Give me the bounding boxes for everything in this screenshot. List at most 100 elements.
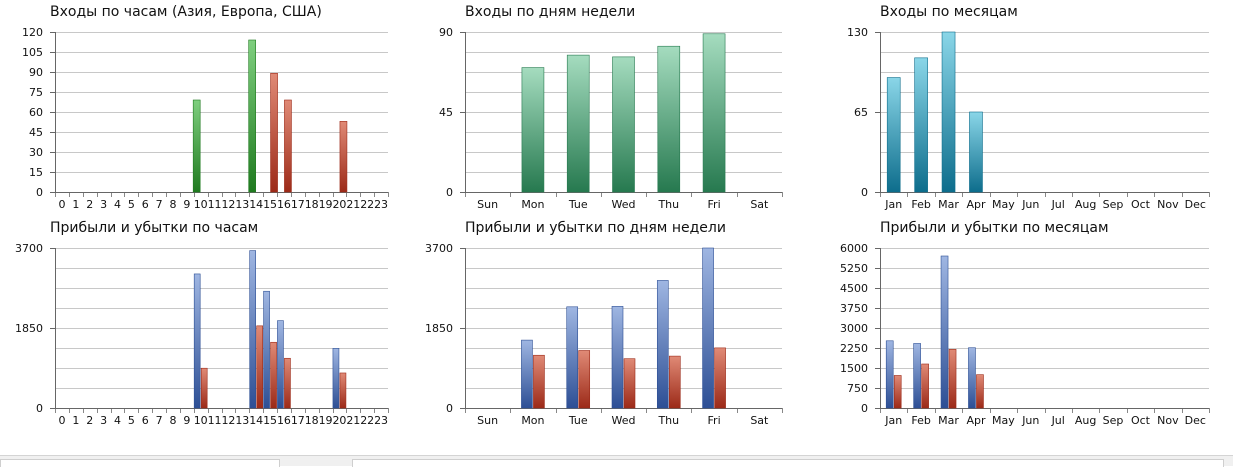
y-tick-label: 3700 [425, 242, 453, 255]
bar [714, 347, 726, 409]
x-tick-label: 1 [72, 198, 79, 211]
bar [948, 349, 957, 409]
x-tick-label: 16 [277, 198, 291, 211]
x-tick-label: 22 [360, 198, 374, 211]
bar [656, 280, 669, 409]
bar [566, 54, 590, 193]
x-tick-label: Jul [1051, 414, 1065, 427]
x-tick-label: Dec [1185, 198, 1206, 211]
chart-title: Прибыли и убытки по месяцам [880, 220, 1109, 236]
y-tick-label: 3000 [840, 322, 868, 335]
x-tick-label: Thu [657, 414, 679, 427]
x-tick-label: 0 [58, 198, 65, 211]
bar [270, 73, 278, 193]
x-tick-label: Jan [884, 198, 902, 211]
bar [612, 56, 635, 193]
bar [578, 350, 591, 409]
x-tick-label: Sun [477, 414, 498, 427]
bar [893, 375, 902, 409]
x-tick-label: 16 [277, 414, 291, 427]
y-tick-label: 90 [29, 66, 43, 79]
y-tick-label: 0 [446, 186, 453, 199]
x-tick-label: Oct [1131, 414, 1151, 427]
x-tick-label: 18 [305, 414, 319, 427]
x-tick-label: 1 [72, 414, 79, 427]
x-tick-label: Aug [1075, 198, 1096, 211]
x-tick-label: 11 [208, 198, 222, 211]
x-tick-label: 13 [235, 198, 249, 211]
x-tick-label: 23 [374, 198, 388, 211]
x-tick-label: Oct [1131, 198, 1151, 211]
bar [263, 290, 270, 409]
x-tick-label: Sat [750, 414, 769, 427]
x-tick-label: Sep [1103, 414, 1124, 427]
bar [968, 347, 976, 409]
y-tick-label: 0 [36, 402, 43, 415]
x-tick-label: 9 [183, 198, 190, 211]
x-tick-label: Jun [1021, 414, 1039, 427]
x-tick-label: 14 [249, 414, 263, 427]
x-tick-label: 7 [156, 198, 163, 211]
y-tick-label: 3750 [840, 302, 868, 315]
bar [921, 363, 929, 409]
x-tick-label: 21 [346, 198, 360, 211]
x-tick-label: 13 [235, 414, 249, 427]
bar [339, 121, 348, 193]
chart-title: Прибыли и убытки по часам [50, 220, 259, 236]
x-tick-label: Wed [612, 198, 636, 211]
x-tick-label: 10 [194, 414, 208, 427]
bar [976, 374, 984, 409]
bar [332, 348, 340, 409]
chart-plot: 0 1850 3700 Sun Mon Tue Wed Thu Fri Sat [425, 242, 783, 427]
bottom-tab-left[interactable] [0, 459, 280, 467]
chart-title: Входы по часам (Азия, Европа, США) [50, 4, 322, 20]
x-tick-label: 23 [374, 414, 388, 427]
bar [566, 306, 579, 409]
chart-title: Входы по месяцам [880, 4, 1018, 20]
x-tick-label: 0 [58, 414, 65, 427]
bar [611, 306, 624, 409]
x-tick-label: 17 [291, 198, 305, 211]
x-tick-label: 20 [332, 198, 346, 211]
bar [256, 325, 263, 409]
chart-plot: 0 65 130 Jan Feb Mar Apr May Jun Jul Aug Sep Oct Nov D… [847, 26, 1210, 211]
y-tick-label: 6000 [840, 242, 868, 255]
bar [969, 111, 983, 193]
x-tick-label: 5 [128, 198, 135, 211]
bar [702, 247, 714, 409]
bar [940, 255, 949, 409]
x-tick-label: 5 [128, 414, 135, 427]
x-tick-label: 6 [142, 198, 149, 211]
x-tick-label: Sep [1103, 198, 1124, 211]
x-tick-label: Feb [911, 198, 930, 211]
bar [533, 354, 545, 409]
x-tick-label: Fri [708, 414, 721, 427]
chart-panel-weekday-entries: Входы по дням недели 0 45 90 Sun Mon Tue Wed Th… [410, 4, 830, 214]
x-tick-label: Tue [568, 198, 588, 211]
x-tick-label: Mar [938, 414, 959, 427]
x-tick-label: 12 [221, 414, 235, 427]
y-tick-label: 0 [446, 402, 453, 415]
x-tick-label: 19 [319, 414, 333, 427]
bar [914, 57, 928, 193]
x-tick-label: 2 [86, 414, 93, 427]
x-tick-label: 18 [305, 198, 319, 211]
x-tick-label: Mon [521, 198, 544, 211]
x-tick-label: Wed [612, 414, 636, 427]
bar [277, 320, 284, 409]
y-tick-label: 0 [36, 186, 43, 199]
x-tick-label: 11 [208, 414, 222, 427]
x-tick-label: 15 [263, 198, 277, 211]
x-tick-label: 17 [291, 414, 305, 427]
x-tick-label: Sun [477, 198, 498, 211]
bottom-tab-right[interactable] [352, 459, 1224, 467]
bar [192, 99, 201, 193]
y-tick-label: 60 [29, 106, 43, 119]
y-tick-label: 90 [439, 26, 453, 39]
x-tick-label: Thu [657, 198, 679, 211]
bar [521, 339, 533, 409]
x-tick-label: Jan [884, 414, 902, 427]
bar [200, 367, 208, 409]
chart-panel-month-entries: Входы по месяцам 0 65 130 Jan Feb Mar Apr May Ju… [830, 4, 1230, 214]
